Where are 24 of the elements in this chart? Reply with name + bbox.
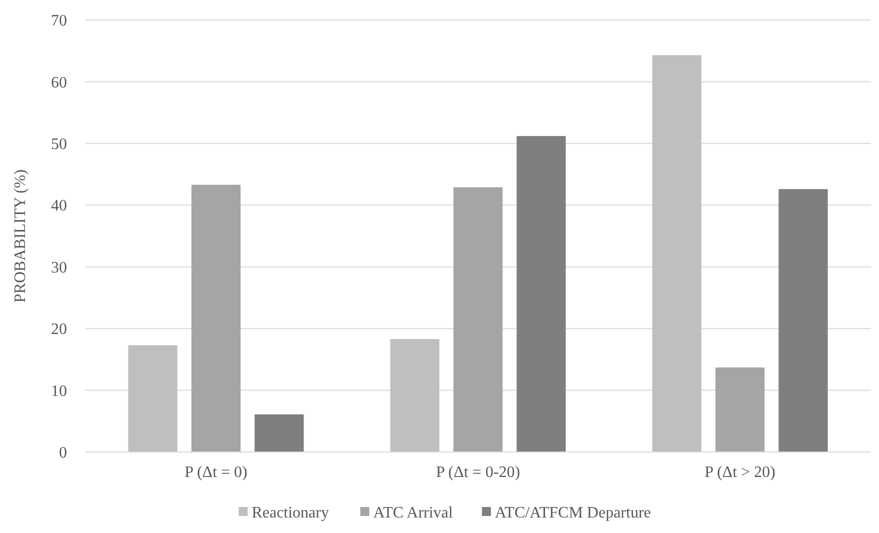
y-tick-label: 70 xyxy=(51,12,67,30)
legend-label: ATC/ATFCM Departure xyxy=(494,504,651,522)
y-tick-label: 0 xyxy=(59,444,67,462)
y-tick-label: 60 xyxy=(51,74,67,92)
y-tick-label: 50 xyxy=(51,136,67,154)
y-tick-label: 40 xyxy=(51,198,67,215)
legend-label: Reactionary xyxy=(252,504,329,522)
bar xyxy=(390,339,440,452)
x-tick-label: P (Δt > 20) xyxy=(704,464,776,481)
bar xyxy=(715,367,765,452)
bar xyxy=(652,55,702,452)
bar xyxy=(778,189,828,452)
bar xyxy=(191,184,241,452)
y-tick-label: 30 xyxy=(51,259,67,276)
y-tick-label: 10 xyxy=(51,382,67,400)
legend-label: ATC Arrival xyxy=(373,504,454,522)
bar xyxy=(128,345,178,452)
x-tick-label: P (Δt = 0-20) xyxy=(436,464,520,481)
y-tick-label: 20 xyxy=(51,321,67,338)
bar xyxy=(516,136,566,452)
y-axis-title: PROBABILITY (%) xyxy=(12,169,29,303)
x-tick-label: P (Δt = 0) xyxy=(184,464,248,481)
bar xyxy=(254,414,304,452)
bar xyxy=(453,187,503,452)
